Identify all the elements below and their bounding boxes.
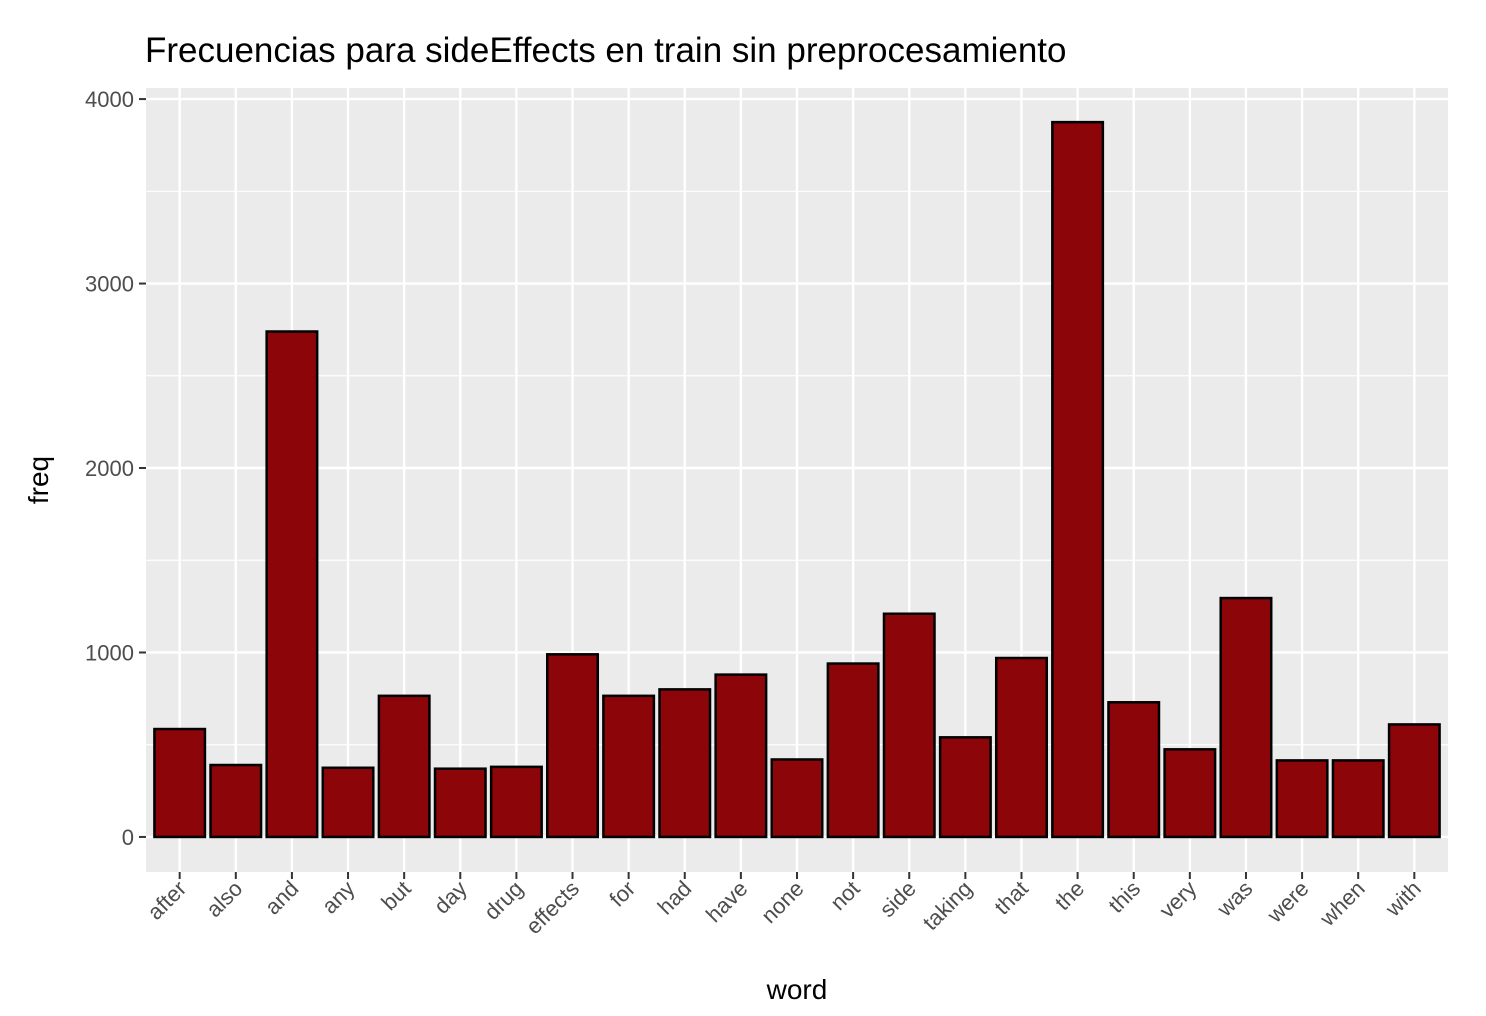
bar-effects [546, 653, 600, 839]
bar-and [265, 330, 319, 839]
x-tick-label-when: when [1314, 876, 1370, 932]
y-axis-title: freq [23, 456, 54, 504]
x-tick-label-this: this [1103, 876, 1145, 918]
bar-any [321, 766, 375, 839]
bar-after [153, 727, 207, 839]
chart-title: Frecuencias para sideEffects en train si… [145, 31, 1067, 70]
y-tick-label: 3000 [85, 272, 134, 297]
y-tick-label: 2000 [85, 456, 134, 481]
x-tick-label-drug: drug [479, 876, 528, 925]
bar-have [714, 673, 768, 839]
x-tick-label-was: was [1211, 876, 1257, 922]
x-tick-label-effects: effects [521, 876, 584, 939]
y-tick-label: 1000 [85, 640, 134, 665]
y-axis: 0 1000 2000 3000 4000 [85, 87, 146, 850]
bar-none [770, 758, 824, 839]
x-tick-label-that: that [989, 876, 1033, 920]
x-tick-label-had: had [653, 876, 697, 920]
x-tick-label-for: for [604, 876, 640, 912]
bar-also [209, 763, 263, 839]
bar-taking [938, 736, 992, 839]
x-tick-label-very: very [1154, 876, 1201, 923]
x-tick-label-and: and [260, 876, 304, 920]
x-tick-label-the: the [1050, 876, 1089, 915]
y-tick-label: 0 [122, 825, 134, 850]
x-tick-label-not: not [825, 876, 864, 915]
bar-drug [489, 765, 543, 839]
x-tick-label-were: were [1262, 876, 1314, 928]
bar-that [994, 656, 1048, 839]
bar-side [882, 612, 936, 839]
bar-the [1051, 120, 1105, 839]
bar-with [1387, 723, 1441, 839]
bar-not [826, 662, 880, 839]
x-tick-label-taking: taking [918, 876, 977, 935]
bar-this [1107, 701, 1161, 839]
y-tick-label: 4000 [85, 87, 134, 112]
bars [153, 120, 1441, 839]
bar-very [1163, 748, 1217, 839]
x-tick-label-day: day [429, 876, 472, 919]
bar-were [1275, 759, 1329, 839]
x-tick-label-with: with [1380, 876, 1426, 922]
x-tick-label-any: any [317, 876, 360, 919]
bar-but [377, 694, 431, 839]
bar-was [1219, 596, 1273, 839]
bar-when [1331, 759, 1385, 839]
x-tick-label-also: also [201, 876, 247, 922]
x-tick-label-but: but [376, 876, 415, 915]
bar-had [658, 688, 712, 839]
x-axis-title: word [766, 974, 828, 1005]
x-tick-label-side: side [875, 876, 921, 922]
bar-day [433, 767, 487, 839]
x-tick-label-after: after [142, 876, 191, 925]
bar-for [602, 694, 656, 839]
x-tick-label-have: have [701, 876, 752, 927]
x-tick-label-none: none [756, 876, 808, 928]
